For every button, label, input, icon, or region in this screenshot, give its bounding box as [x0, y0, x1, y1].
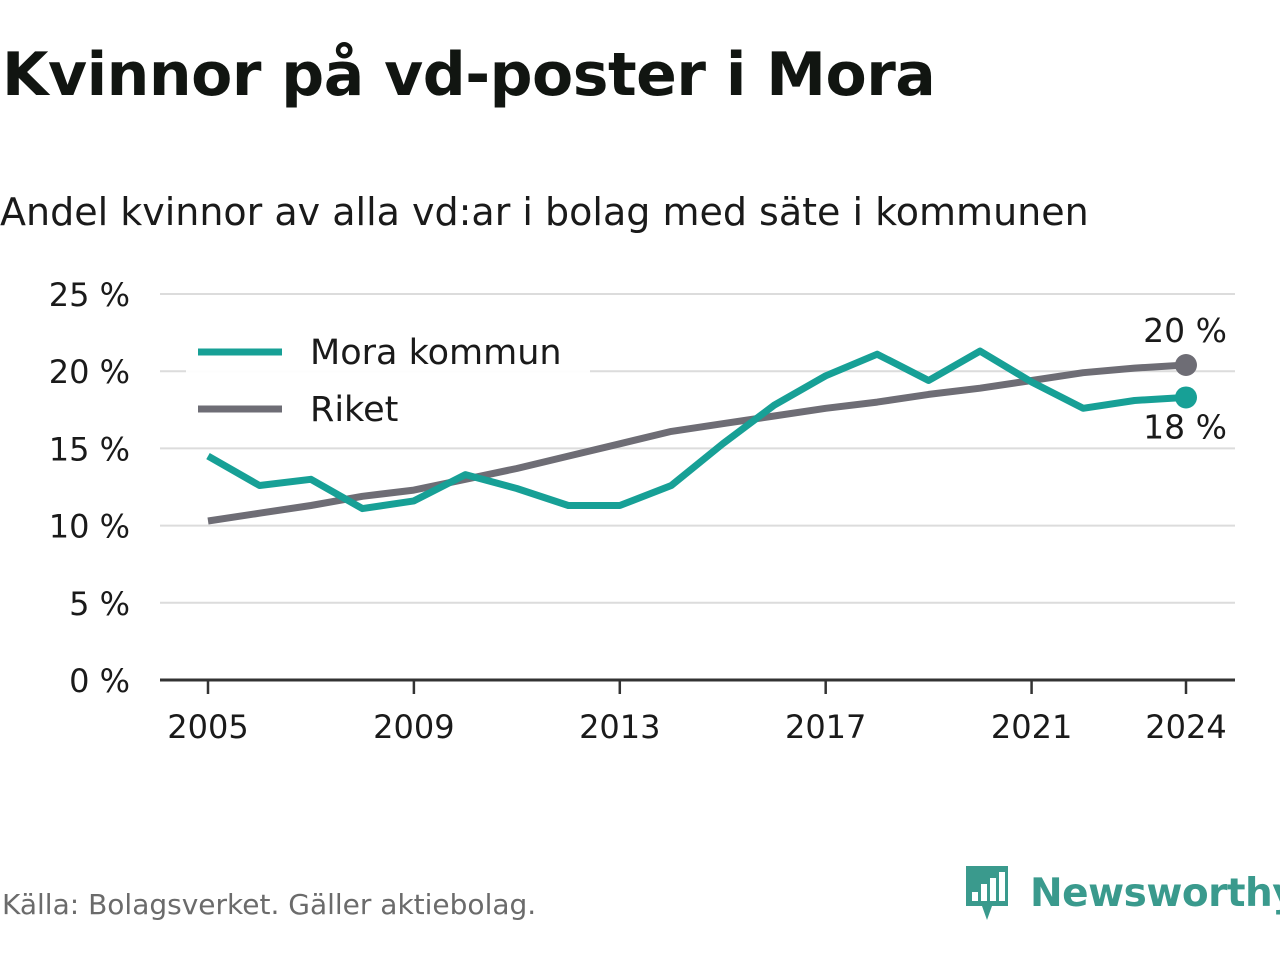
series-line-riket: [207, 361, 1187, 525]
end-point-riket: [1175, 354, 1197, 377]
end-label-mora: 18 %: [1143, 407, 1227, 446]
legend: Mora kommun Riket: [186, 328, 590, 436]
newsworthy-logo-icon: [966, 866, 1008, 920]
x-tick-label: 2017: [785, 708, 866, 746]
series-line-mora: [206, 347, 1187, 513]
y-tick-label: 15 %: [49, 430, 130, 468]
x-tick-label: 2024: [1145, 708, 1226, 746]
y-tick-label: 10 %: [49, 508, 130, 546]
brand[interactable]: Newsworthy: [962, 862, 1280, 924]
source-note: Källa: Bolagsverket. Gäller aktiebolag.: [2, 888, 537, 921]
end-labels: 18 % 20 %: [1143, 311, 1227, 446]
y-tick-label: 0 %: [69, 662, 130, 700]
x-tick-label: 2009: [373, 708, 454, 746]
x-tick-label: 2005: [167, 708, 248, 746]
chart-subtitle: Andel kvinnor av alla vd:ar i bolag med …: [0, 190, 1089, 234]
x-tick-label: 2013: [579, 708, 660, 746]
y-tick-label: 20 %: [49, 353, 130, 391]
x-axis: 2005 2009 2013 2017 2021 2024: [160, 678, 1235, 746]
legend-label-mora: Mora kommun: [310, 333, 562, 373]
y-tick-label: 25 %: [49, 276, 130, 314]
y-axis: 0 % 5 % 10 % 15 % 20 % 25 %: [49, 276, 130, 700]
end-label-riket: 20 %: [1143, 311, 1227, 350]
end-point-mora: [1175, 386, 1197, 409]
x-tick-label: 2021: [991, 708, 1072, 746]
legend-box: [186, 328, 590, 436]
legend-label-riket: Riket: [310, 390, 398, 430]
brand-name: Newsworthy: [1030, 870, 1280, 916]
y-tick-label: 5 %: [69, 585, 130, 623]
chart-title: Kvinnor på vd-poster i Mora: [2, 40, 936, 110]
series: [206, 347, 1197, 525]
